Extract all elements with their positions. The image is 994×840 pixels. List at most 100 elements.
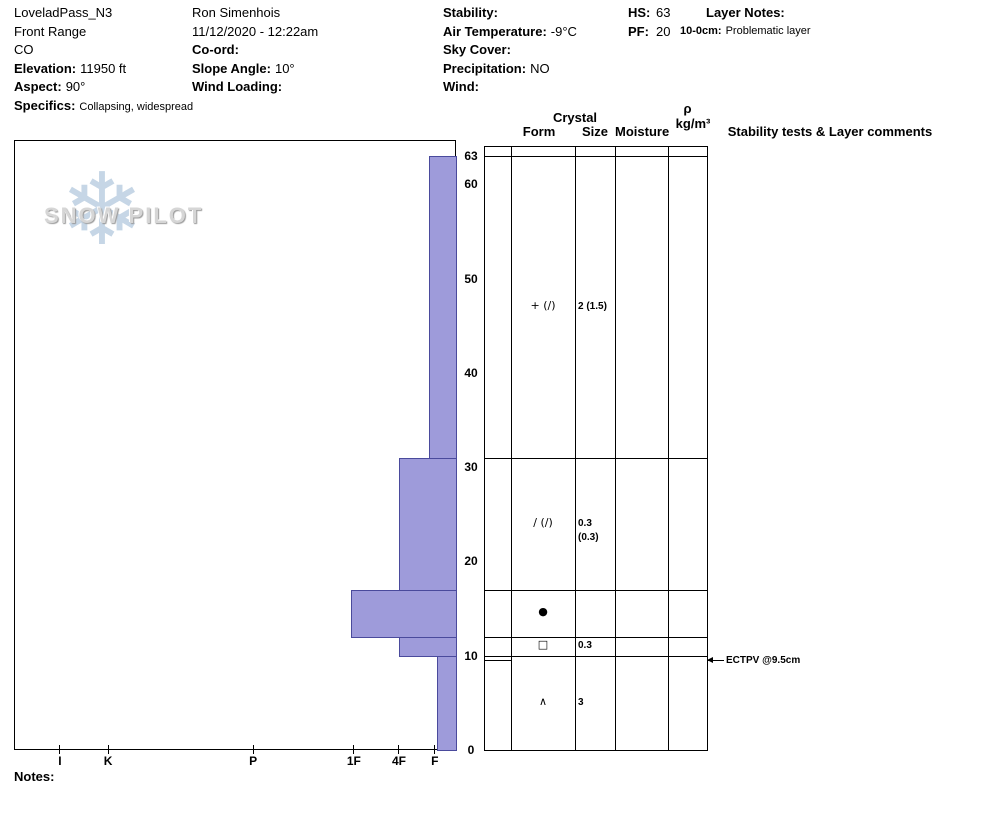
left-arrow-icon <box>707 656 724 663</box>
elevation-line: Elevation: 11950 ft <box>14 60 193 79</box>
depth-tick-label: 20 <box>464 554 478 569</box>
table-vertical-line <box>615 146 616 751</box>
hardness-tick <box>107 745 109 754</box>
specifics-value: Collapsing, widespread <box>79 100 194 113</box>
air-temp-label: Air Temperature: <box>443 23 547 39</box>
snow-layer-bar <box>429 156 457 459</box>
stability-test-annotation: ECTPV @9.5cm <box>707 654 801 666</box>
table-top-line <box>484 146 707 147</box>
size-header: Size <box>581 124 608 139</box>
layer-boundary-line <box>484 636 707 638</box>
comments-header: Stability tests & Layer comments <box>727 124 933 139</box>
depth-tick-label: 60 <box>464 177 478 192</box>
test-depth-marker <box>484 660 511 662</box>
depth-tick-label: 40 <box>464 365 478 380</box>
form-header: Form <box>522 124 556 139</box>
snow-layer-bar <box>436 655 457 751</box>
wind-line: Wind: <box>443 78 577 97</box>
density-unit-header: kg/m³ <box>675 116 711 131</box>
location-block: LoveladPass_N3 Front Range CO Elevation:… <box>14 4 193 116</box>
wind-label: Wind: <box>443 79 479 95</box>
elevation-label: Elevation: <box>14 60 77 76</box>
pf-label: PF: <box>628 23 649 39</box>
mountain-range: Front Range <box>14 23 87 39</box>
table-vertical-line <box>484 146 485 751</box>
hardness-tick-label: 1F <box>346 754 361 768</box>
hardness-chart-frame <box>14 140 456 750</box>
watermark-text: SNOW PILOT <box>44 203 204 228</box>
slope-angle-line: Slope Angle: 10° <box>192 60 318 79</box>
grain-size-value: 0.3 (0.3) <box>578 517 599 543</box>
conditions-block: Stability: Air Temperature: -9°C Sky Cove… <box>443 4 577 97</box>
table-vertical-line <box>511 146 512 751</box>
slope-angle-value: 10° <box>274 60 295 76</box>
stability-test-label: ECTPV @9.5cm <box>726 654 801 666</box>
hardness-tick-label: P <box>249 754 258 768</box>
coord-line: Co-ord: <box>192 41 318 60</box>
aspect-value: 90° <box>65 79 86 95</box>
depth-tick-label: 30 <box>464 460 478 475</box>
hs-label: HS: <box>628 5 651 20</box>
grain-size-value: 0.3 <box>578 640 592 652</box>
grain-form-symbol: ∕ (∕) <box>533 515 553 529</box>
hardness-tick <box>434 745 436 754</box>
wind-loading-label: Wind Loading: <box>192 79 283 95</box>
air-temp-line: Air Temperature: -9°C <box>443 23 577 42</box>
snow-layer-bar <box>350 589 457 638</box>
specifics-line: Specifics: Collapsing, widespread <box>14 97 193 116</box>
elevation-value: 11950 ft <box>80 60 127 76</box>
sky-cover-line: Sky Cover: <box>443 41 577 60</box>
snow-layer-bar <box>398 636 457 657</box>
layer-notes-label: Layer Notes: <box>706 5 785 20</box>
hardness-tick <box>59 745 61 754</box>
observer-name: Ron Simenhois <box>192 5 281 20</box>
table-vertical-line <box>707 146 708 751</box>
layer-note-1-value: Problematic layer <box>725 24 811 37</box>
layer-notes-block: Layer Notes: 10-0cm: Problematic layer <box>680 4 811 39</box>
snow-layer-bar <box>398 457 457 591</box>
pf-value: 20 <box>656 23 671 39</box>
hs-value: 63 <box>656 5 671 20</box>
depth-tick-label: 50 <box>464 271 478 286</box>
depth-tick-label: 10 <box>464 648 478 663</box>
sky-cover-label: Sky Cover: <box>443 42 511 58</box>
depth-tick-label: 63 <box>464 149 478 163</box>
table-vertical-line <box>668 146 669 751</box>
layer-boundary-line <box>484 589 707 591</box>
hardness-tick-label: F <box>431 754 439 768</box>
depth-tick-label: 0 <box>467 743 475 757</box>
precipitation-label: Precipitation: <box>443 60 527 76</box>
observation-datetime: 11/12/2020 - 12:22am <box>192 23 319 39</box>
aspect-line: Aspect: 90° <box>14 78 193 97</box>
wind-loading-line: Wind Loading: <box>192 78 318 97</box>
layer-notes-header: Layer Notes: <box>680 4 811 23</box>
precipitation-value: NO <box>530 60 550 76</box>
hardness-tick-label: I <box>58 754 62 768</box>
stability-label: Stability: <box>443 5 498 20</box>
grain-form-symbol: ● <box>538 605 548 619</box>
grain-form-symbol: ∧ <box>538 694 548 708</box>
state: CO <box>14 42 34 58</box>
moisture-header: Moisture <box>615 124 670 139</box>
air-temp-value: -9°C <box>550 23 577 39</box>
layer-note-1: 10-0cm: Problematic layer <box>680 23 811 39</box>
layer-boundary-line <box>484 750 707 751</box>
pit-name: LoveladPass_N3 <box>14 5 113 20</box>
density-symbol-header: ρ <box>683 101 692 116</box>
coord-label: Co-ord: <box>192 42 239 58</box>
table-vertical-line <box>575 146 576 751</box>
hardness-tick <box>353 745 355 754</box>
hs-line: HS: 63 <box>628 4 670 23</box>
layer-boundary-line <box>484 156 707 157</box>
snowflake-icon: ❄ <box>60 151 144 268</box>
notes-label: Notes: <box>14 769 55 784</box>
precipitation-line: Precipitation: NO <box>443 60 577 79</box>
hardness-tick-label: 4F <box>391 754 406 768</box>
layer-note-1-label: 10-0cm: <box>680 24 722 37</box>
hardness-tick <box>252 745 254 754</box>
layer-boundary-line <box>484 457 707 459</box>
snow-height-block: HS: 63 PF: 20 <box>628 4 670 41</box>
aspect-label: Aspect: <box>14 79 62 95</box>
